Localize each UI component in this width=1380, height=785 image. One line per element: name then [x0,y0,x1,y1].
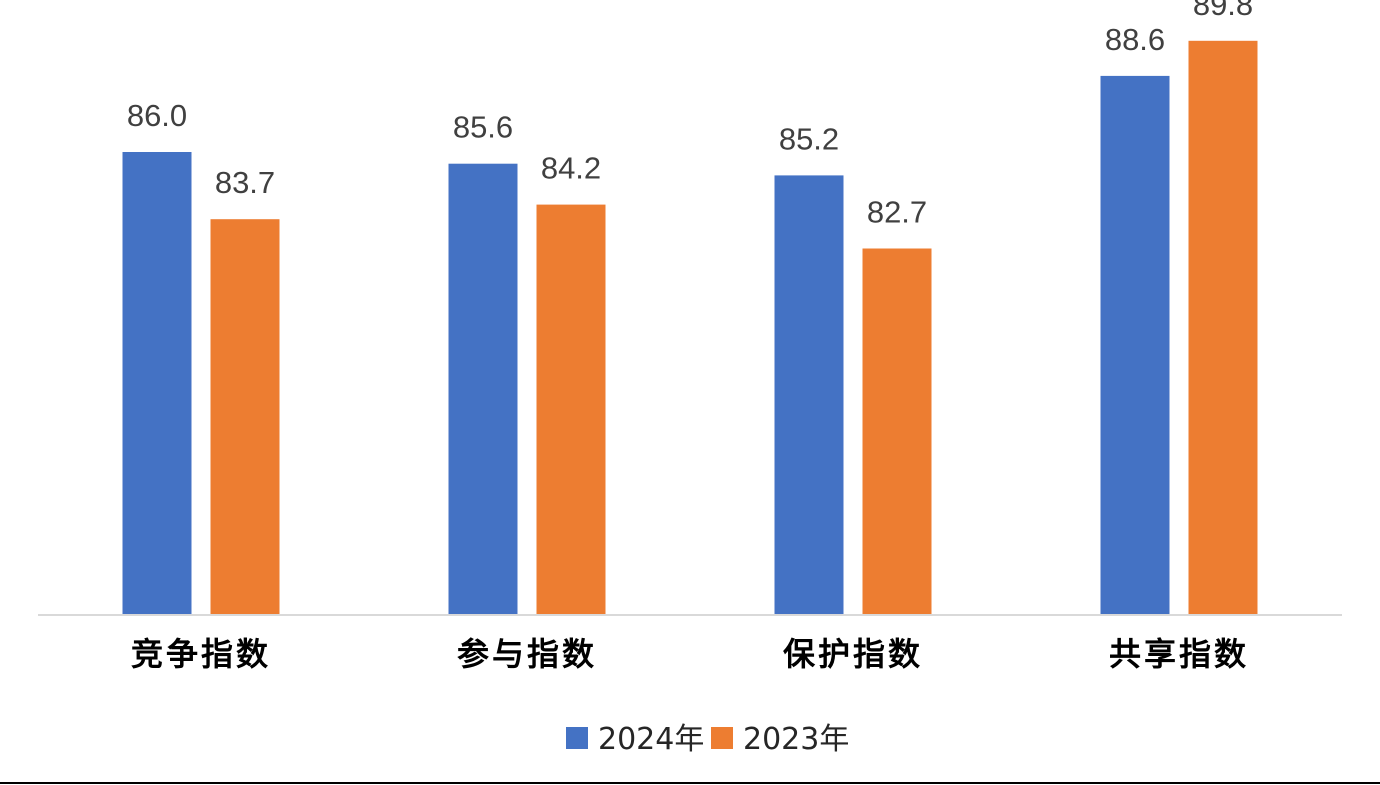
data-label: 85.2 [779,121,839,156]
x-tick-label: 参与指数 [457,635,597,673]
legend-swatch [711,727,733,749]
legend-swatch [566,727,588,749]
bar [1188,40,1258,615]
x-tick-label: 竞争指数 [131,635,271,673]
data-label: 86.0 [127,98,187,133]
x-tick-labels-layer: 竞争指数 参与指数 保护指数 共享指数 [131,635,1249,673]
bar [862,248,932,614]
bar [536,204,606,614]
legend-label: 2024年 [598,722,704,757]
data-label: 84.2 [541,151,601,186]
x-tick-label: 保护指数 [783,635,923,673]
data-label: 83.7 [215,165,275,200]
bar [448,163,518,614]
bar [122,152,192,614]
data-label: 89.8 [1193,0,1253,22]
data-label: 88.6 [1105,22,1165,57]
bottom-border-line [0,782,1380,784]
bar [1100,75,1170,614]
legend-label: 2023年 [743,722,849,757]
data-label: 85.6 [453,110,513,145]
data-label: 82.7 [867,195,927,230]
bar [774,175,844,614]
data-labels-layer: 86.0 83.7 85.6 84.2 85.2 82.7 88.6 89.8 [127,0,1253,230]
bars-layer [122,40,1258,615]
legend: 2024年 2023年 [566,722,849,757]
x-tick-label: 共享指数 [1109,635,1249,673]
bar [210,219,280,614]
